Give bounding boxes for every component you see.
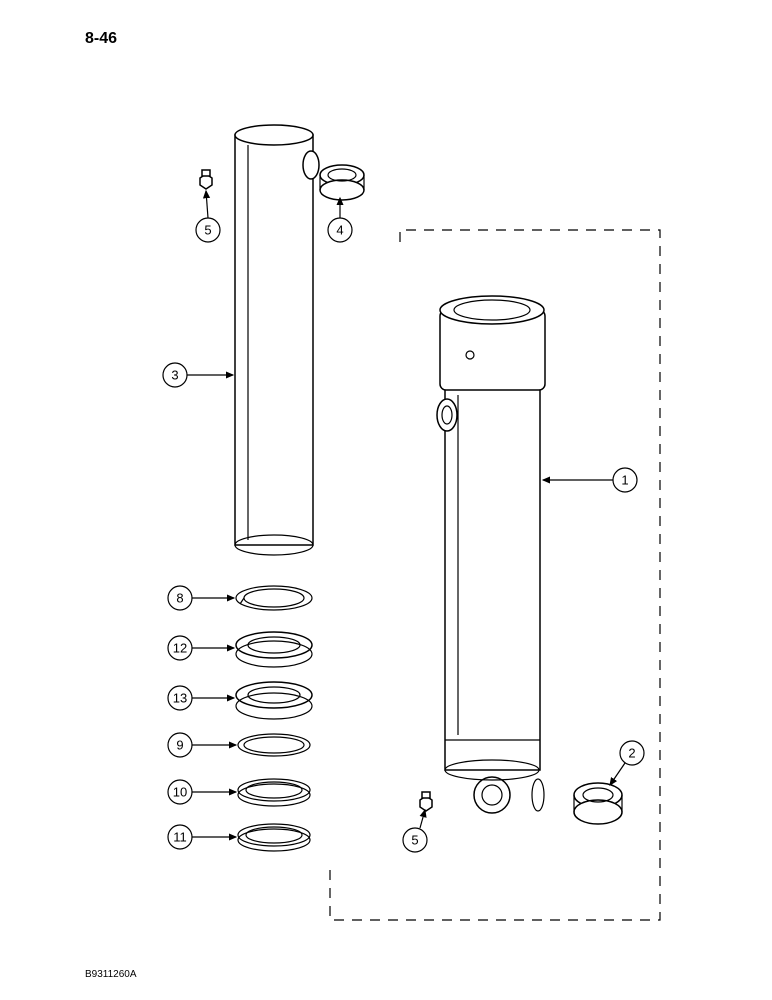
- callout-11-label: 11: [173, 830, 187, 845]
- callout-12-label: 12: [173, 641, 187, 656]
- part-5-fitting-upper: [200, 170, 212, 189]
- callout-9-label: 9: [176, 738, 183, 753]
- callout-8-label: 8: [176, 591, 183, 606]
- leader-5b: [420, 810, 425, 828]
- callout-1-label: 1: [621, 473, 628, 488]
- callout-3-label: 3: [171, 368, 178, 383]
- callout-13-label: 13: [173, 691, 187, 706]
- part-8-snap-ring: [236, 586, 312, 610]
- diagram-svg: 5 4 3 8 12 13 9 10 11 1 2 5: [0, 0, 772, 1000]
- callout-10-label: 10: [173, 785, 187, 800]
- part-10-ring: [238, 779, 310, 806]
- leader-5a: [206, 191, 208, 218]
- callout-5b-label: 5: [411, 833, 418, 848]
- callout-4-label: 4: [336, 223, 343, 238]
- part-9-oring: [238, 734, 310, 756]
- leader-2: [610, 763, 625, 785]
- part-12-seal: [236, 632, 312, 667]
- part-13-seal: [236, 682, 312, 719]
- part-5-fitting-lower: [420, 792, 432, 811]
- part-3-tube: [235, 125, 319, 555]
- callout-5a-label: 5: [204, 223, 211, 238]
- part-4-bushing: [320, 165, 364, 200]
- part-2-bushing: [574, 783, 622, 824]
- callout-2-label: 2: [628, 746, 635, 761]
- part-1-cylinder-assy: [437, 296, 545, 813]
- part-11-ring: [238, 824, 310, 851]
